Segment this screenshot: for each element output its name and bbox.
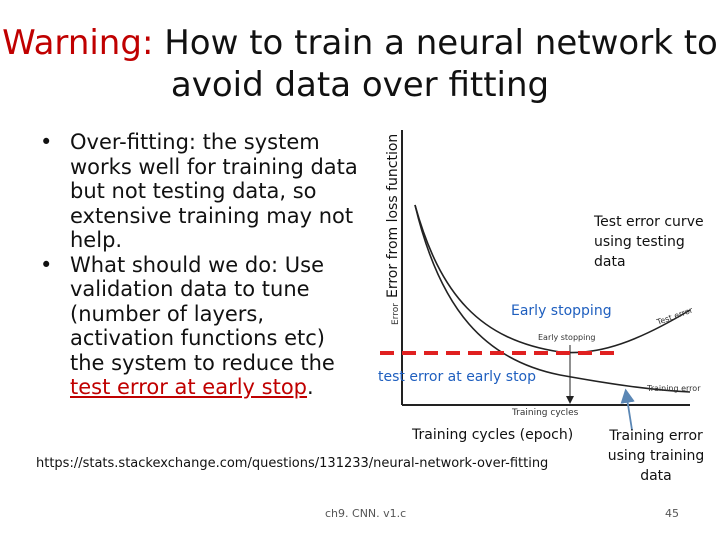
early-stopping-label: Early stopping	[511, 303, 612, 319]
test-error-at-stop-label: test error at early stop	[378, 369, 537, 385]
test-error-link[interactable]: test error at early stop	[70, 375, 308, 399]
training-error-arrow	[620, 388, 635, 431]
test-error-curve	[414, 204, 691, 354]
y-axis-label: Error from loss function	[385, 133, 401, 298]
source-url[interactable]: https://stats.stackexchange.com/question…	[36, 456, 549, 471]
overfitting-figure: Error Training cycles Test error Early s…	[380, 130, 701, 431]
page-number: 45	[665, 507, 679, 520]
bullet-period: .	[307, 375, 314, 399]
slide-title: Warning: How to train a neural network t…	[0, 22, 720, 106]
inner-y-label: Error	[391, 303, 401, 325]
curve-label-test-error: Test error	[655, 305, 695, 327]
curve-label-early-stopping: Early stopping	[538, 333, 595, 342]
test-error-note: Test error curve using testing data	[594, 214, 704, 270]
x-axis-note: Training cycles (epoch)	[412, 427, 574, 443]
title-warning: Warning:	[2, 23, 154, 63]
bullet-overfitting-text: Over-fitting: the system works well for …	[70, 130, 358, 252]
bullet-list: Over-fitting: the system works well for …	[32, 130, 362, 400]
inner-x-label: Training cycles	[511, 408, 579, 418]
title-text: How to train a neural network to avoid d…	[153, 23, 718, 105]
bullet-what-to-do: What should we do: Use validation data t…	[32, 253, 362, 400]
training-error-note: Training error using training data	[607, 428, 705, 484]
training-error-curve	[414, 204, 691, 393]
bullet-overfitting: Over-fitting: the system works well for …	[32, 130, 362, 253]
curve-label-training-error: Training error	[646, 384, 701, 393]
bullet-what-to-do-text: What should we do: Use validation data t…	[70, 252, 335, 375]
footer-center: ch9. CNN. v1.c	[325, 507, 407, 520]
